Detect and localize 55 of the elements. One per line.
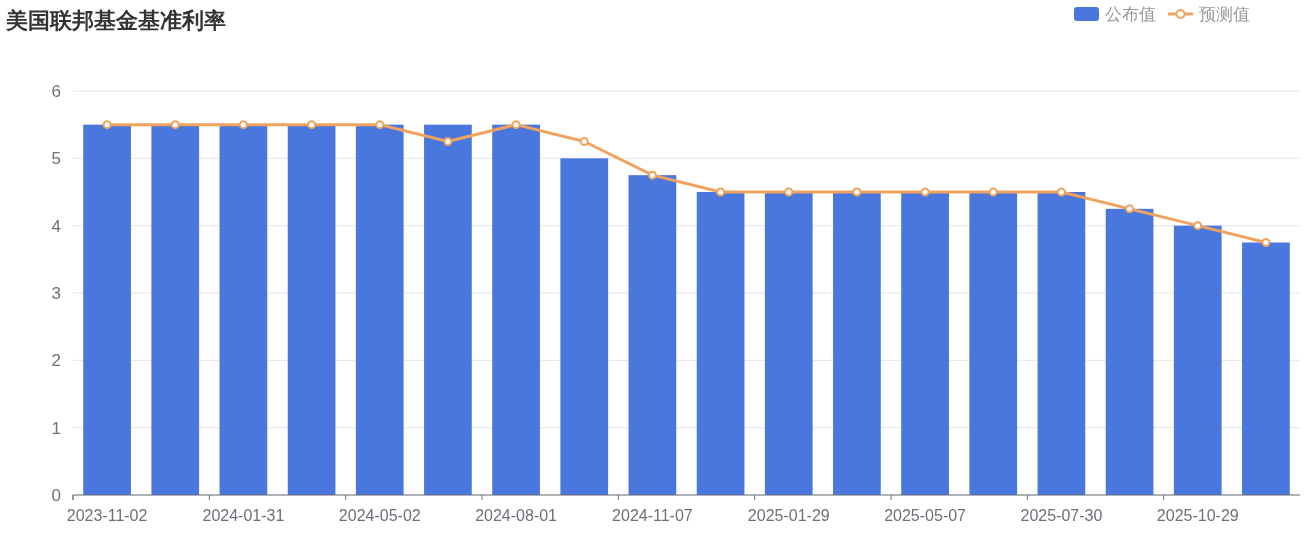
point — [716, 187, 726, 197]
bar — [83, 124, 131, 495]
point — [1056, 187, 1066, 197]
point — [852, 187, 862, 197]
x-tick-label: 2025-01-29 — [747, 507, 830, 524]
point — [238, 120, 248, 130]
bar — [833, 192, 881, 495]
point — [511, 120, 521, 130]
bar — [151, 124, 200, 495]
bar — [969, 192, 1018, 495]
point — [579, 137, 589, 146]
chart-title: 美国联邦基金基准利率 — [5, 8, 226, 33]
legend-label: 公布值 — [1105, 5, 1156, 24]
point — [988, 187, 998, 197]
y-tick-label: 1 — [51, 418, 61, 438]
x-tick-label: 2024-08-01 — [475, 507, 558, 524]
y-tick-label: 0 — [51, 486, 61, 505]
point — [920, 187, 930, 197]
point — [170, 120, 180, 130]
x-tick-label: 2024-01-31 — [202, 507, 285, 524]
point — [443, 137, 453, 146]
x-tick-label: 2025-05-07 — [884, 507, 967, 524]
y-tick-label: 2 — [51, 351, 61, 371]
x-tick-label: 2025-07-30 — [1020, 507, 1103, 524]
x-tick-label: 2023-11-02 — [66, 507, 148, 524]
bar — [560, 158, 609, 495]
y-tick-label: 6 — [51, 82, 61, 101]
point — [1261, 238, 1271, 247]
point — [375, 120, 385, 130]
point — [102, 120, 112, 130]
bar — [355, 124, 404, 495]
y-tick-label: 4 — [51, 216, 61, 236]
point — [307, 120, 317, 130]
bar — [287, 124, 336, 495]
bar — [1037, 192, 1086, 495]
y-tick-label: 5 — [51, 149, 61, 169]
point — [1193, 221, 1203, 231]
bar — [424, 124, 472, 495]
point — [647, 170, 657, 180]
bar — [492, 124, 540, 495]
x-tick-label: 2025-10-29 — [1156, 507, 1239, 524]
x-tick-label: 2024-05-02 — [338, 507, 421, 524]
bar — [696, 192, 745, 495]
y-tick-label: 3 — [51, 284, 61, 303]
bar — [1242, 242, 1290, 495]
bar — [1105, 208, 1154, 495]
bar — [901, 192, 949, 495]
legend-label: 预测值 — [1199, 5, 1250, 24]
bar — [1173, 225, 1222, 495]
point — [784, 187, 794, 197]
x-tick-label: 2024-11-07 — [612, 507, 693, 524]
bar — [764, 192, 813, 495]
point — [1125, 204, 1135, 214]
bar — [219, 124, 268, 495]
bar — [628, 175, 677, 495]
